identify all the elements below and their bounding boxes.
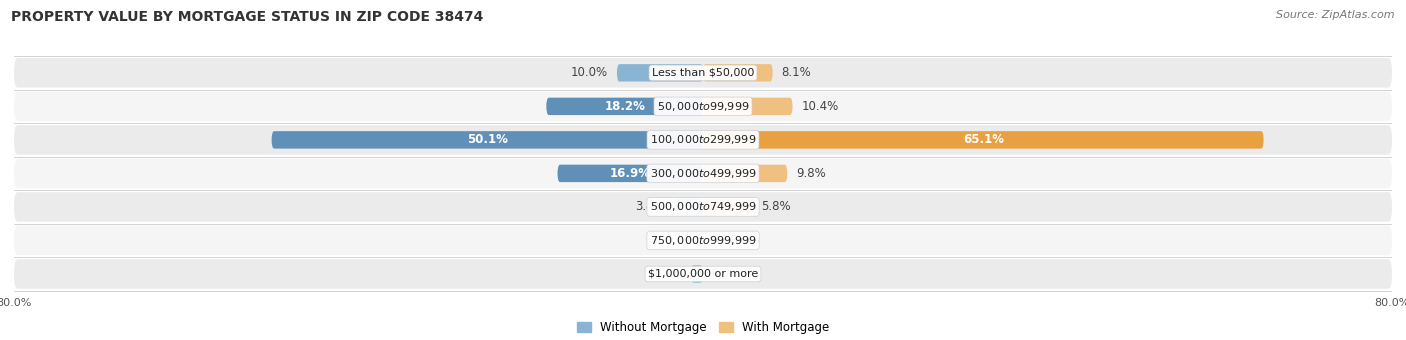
Text: $50,000 to $99,999: $50,000 to $99,999 (657, 100, 749, 113)
Text: 8.1%: 8.1% (782, 66, 811, 79)
FancyBboxPatch shape (690, 265, 703, 283)
FancyBboxPatch shape (14, 226, 1392, 255)
FancyBboxPatch shape (557, 165, 703, 182)
Text: Less than $50,000: Less than $50,000 (652, 68, 754, 78)
Text: PROPERTY VALUE BY MORTGAGE STATUS IN ZIP CODE 38474: PROPERTY VALUE BY MORTGAGE STATUS IN ZIP… (11, 10, 484, 24)
FancyBboxPatch shape (703, 198, 754, 216)
FancyBboxPatch shape (703, 232, 710, 249)
Text: $100,000 to $299,999: $100,000 to $299,999 (650, 133, 756, 147)
Text: 10.0%: 10.0% (571, 66, 609, 79)
FancyBboxPatch shape (14, 259, 1392, 289)
Text: 3.4%: 3.4% (636, 200, 665, 214)
Text: 65.1%: 65.1% (963, 133, 1004, 147)
Text: 5.8%: 5.8% (762, 200, 792, 214)
FancyBboxPatch shape (14, 58, 1392, 88)
Text: Source: ZipAtlas.com: Source: ZipAtlas.com (1277, 10, 1395, 20)
Text: 0.0%: 0.0% (665, 234, 695, 247)
Text: $300,000 to $499,999: $300,000 to $499,999 (650, 167, 756, 180)
Text: 10.4%: 10.4% (801, 100, 838, 113)
Text: $750,000 to $999,999: $750,000 to $999,999 (650, 234, 756, 247)
FancyBboxPatch shape (14, 91, 1392, 121)
Text: 16.9%: 16.9% (610, 167, 651, 180)
Text: $1,000,000 or more: $1,000,000 or more (648, 269, 758, 279)
Text: 0.0%: 0.0% (711, 268, 741, 280)
Text: 18.2%: 18.2% (605, 100, 645, 113)
FancyBboxPatch shape (617, 64, 703, 82)
FancyBboxPatch shape (673, 198, 703, 216)
FancyBboxPatch shape (14, 159, 1392, 188)
Legend: Without Mortgage, With Mortgage: Without Mortgage, With Mortgage (572, 317, 834, 339)
FancyBboxPatch shape (14, 192, 1392, 222)
Text: 1.4%: 1.4% (652, 268, 682, 280)
Text: 9.8%: 9.8% (796, 167, 825, 180)
FancyBboxPatch shape (547, 98, 703, 115)
FancyBboxPatch shape (703, 64, 773, 82)
FancyBboxPatch shape (271, 131, 703, 149)
FancyBboxPatch shape (703, 131, 1264, 149)
Text: 0.86%: 0.86% (718, 234, 756, 247)
FancyBboxPatch shape (703, 98, 793, 115)
Text: $500,000 to $749,999: $500,000 to $749,999 (650, 200, 756, 214)
FancyBboxPatch shape (14, 125, 1392, 155)
Text: 50.1%: 50.1% (467, 133, 508, 147)
FancyBboxPatch shape (703, 165, 787, 182)
